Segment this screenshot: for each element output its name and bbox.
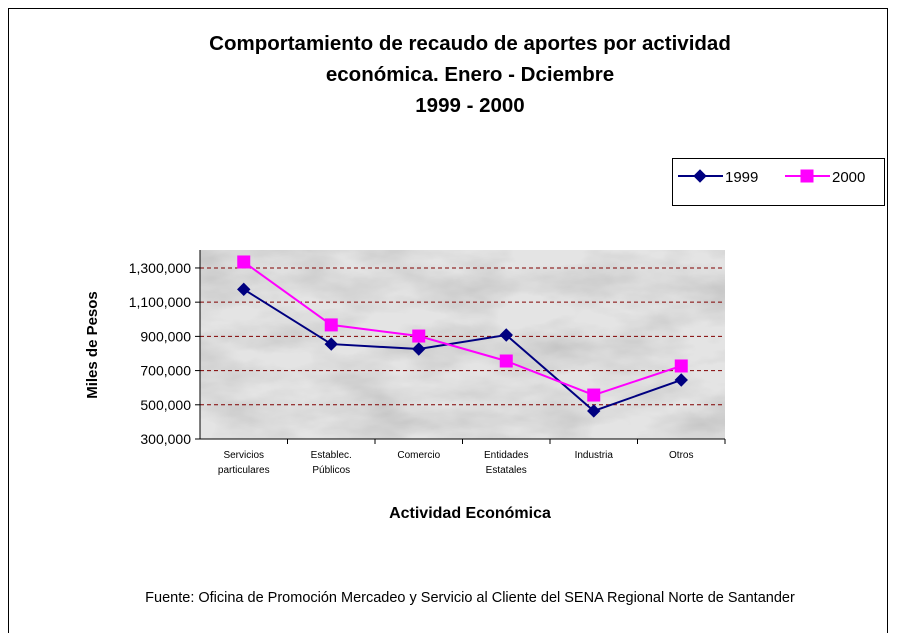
x-tick-label: Servicios particulares [217, 450, 270, 476]
chart-title: Comportamiento de recaudo de aportes por… [209, 32, 731, 55]
data-point [674, 373, 688, 387]
y-tick-label: 700,000 [140, 363, 191, 379]
y-tick-label: 500,000 [140, 397, 191, 413]
x-axis-title: Actividad Económica [389, 505, 551, 522]
legend: 1999 2000 [672, 158, 885, 206]
source-note: Fuente: Oficina de Promoción Mercadeo y … [145, 590, 795, 606]
y-tick-label: 1,300,000 [129, 260, 191, 276]
series-line [243, 261, 682, 397]
data-point [412, 342, 426, 356]
y-axis-title: Miles de Pesos [84, 291, 101, 399]
legend-label: 1999 [725, 169, 758, 186]
data-point [587, 388, 601, 402]
data-point [499, 354, 513, 368]
x-tick-label: Industria [574, 450, 613, 461]
y-tick-label: 900,000 [140, 328, 191, 344]
series-line [243, 288, 682, 413]
y-tick-label: 1,100,000 [129, 294, 191, 310]
data-point [499, 328, 513, 342]
legend-label: 2000 [832, 169, 865, 186]
data-point [324, 318, 338, 332]
data-point [674, 359, 688, 373]
x-tick-label: Otros [669, 450, 694, 461]
y-tick-label: 300,000 [140, 431, 191, 447]
data-point [324, 337, 338, 351]
plot-texture [200, 250, 725, 439]
data-point [237, 282, 251, 297]
x-tick-label: Entidades Estatales [484, 450, 529, 476]
chart-title: económica. Enero - Dciembre [326, 63, 614, 86]
chart-title: 1999 - 2000 [415, 94, 524, 117]
legend-box [672, 158, 885, 206]
data-point [237, 255, 251, 269]
data-point [587, 404, 601, 418]
x-tick-label: Comercio [397, 450, 441, 461]
legend-marker [693, 169, 707, 183]
x-tick-label: Establec. Públicos [310, 450, 352, 476]
data-point [412, 329, 426, 343]
legend-marker [800, 169, 814, 183]
